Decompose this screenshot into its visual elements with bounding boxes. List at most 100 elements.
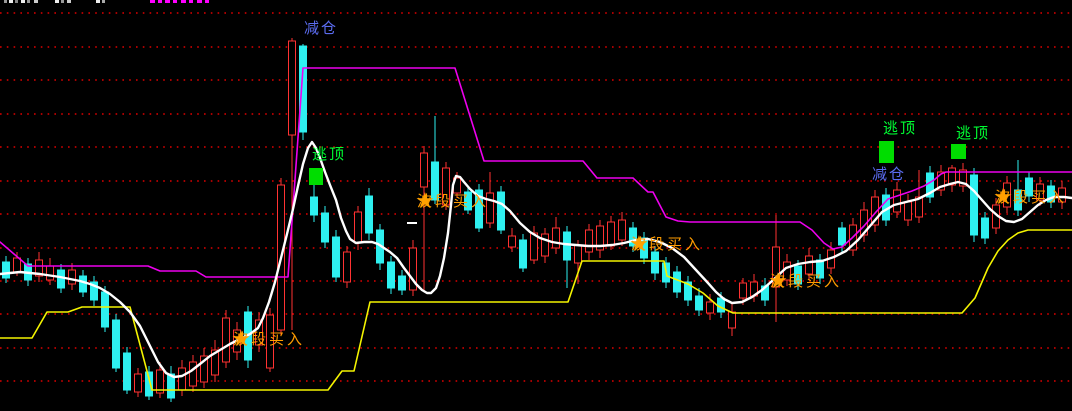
clipped-header-text-fragment — [96, 0, 100, 3]
candle-body — [310, 196, 318, 216]
buy-signal-label: 波段买入 — [770, 273, 842, 290]
clipped-header-text-fragment — [15, 0, 18, 3]
clipped-header-text-fragment — [9, 0, 13, 3]
buy-signal: 波段买入★ — [993, 184, 1067, 209]
candle-body — [981, 217, 989, 239]
candle-up — [1058, 181, 1066, 209]
buy-signal-star-icon: ★ — [231, 326, 251, 351]
candle-body — [904, 201, 912, 221]
candle-body — [717, 297, 725, 313]
candle-body — [288, 40, 296, 136]
top-escape-signal-label: 逃顶 — [956, 125, 990, 142]
candle-body — [2, 261, 10, 279]
candle-body — [398, 275, 406, 291]
candle-body — [123, 352, 131, 391]
clipped-header-text-fragment — [150, 0, 155, 3]
clipped-header-text-fragment — [55, 0, 59, 3]
candle-body — [585, 229, 593, 253]
candle-body — [57, 269, 65, 289]
candle-body — [255, 319, 263, 346]
candle-up — [596, 220, 604, 258]
candle-body — [101, 291, 109, 328]
candle-body — [90, 281, 98, 301]
candle-body — [640, 237, 648, 259]
candle-up — [915, 170, 923, 223]
candle-down — [629, 222, 637, 252]
candle-down — [673, 266, 681, 298]
candle-body — [805, 255, 813, 275]
candle-up — [508, 228, 516, 252]
candle-body — [651, 251, 659, 274]
candle-up — [156, 362, 164, 398]
clipped-header-text-fragment — [189, 0, 193, 3]
candle-down — [1025, 172, 1033, 202]
candle-body — [948, 167, 956, 186]
candle-down — [640, 232, 648, 264]
reduce-position-signal-label: 减仓 — [872, 166, 906, 183]
candle-body — [871, 196, 879, 226]
candle-up — [343, 246, 351, 288]
candle-down — [1047, 180, 1055, 208]
candle-up — [948, 165, 956, 192]
candle-down — [651, 246, 659, 280]
candle-body — [200, 355, 208, 383]
candle-body — [629, 227, 637, 247]
candle-down — [299, 44, 307, 140]
candle-body — [145, 371, 153, 397]
top-escape-signal: 逃顶 — [951, 125, 990, 159]
candle-up — [1036, 177, 1044, 206]
candle-body — [1036, 183, 1044, 201]
reduce-position-signal-label: 减仓 — [304, 20, 338, 37]
candle-down — [167, 366, 175, 402]
top-escape-signal-square-icon — [951, 144, 966, 159]
candle-body — [1047, 185, 1055, 203]
top-escape-signal-label: 逃顶 — [883, 120, 917, 137]
candle-body — [497, 191, 505, 231]
buy-signal-label: 波段买入 — [417, 193, 489, 210]
top-escape-signal-label: 逃顶 — [312, 146, 346, 163]
candle-body — [354, 211, 362, 244]
candle-down — [1014, 160, 1022, 216]
candle-body — [46, 265, 54, 281]
candle-body — [178, 367, 186, 391]
candle-up — [1003, 176, 1011, 213]
candle-up — [937, 165, 945, 196]
candle-down — [145, 366, 153, 400]
candle-body — [519, 239, 527, 269]
candle-body — [607, 221, 615, 247]
candle-down — [365, 188, 373, 240]
candle-body — [409, 247, 417, 291]
candle-body — [1025, 177, 1033, 197]
candle-body — [134, 373, 142, 393]
candle-body — [387, 261, 395, 289]
candle-up — [211, 340, 219, 382]
clipped-header-text-fragment — [173, 0, 177, 3]
candle-body — [684, 281, 692, 301]
candle-up — [222, 310, 230, 368]
candle-body — [35, 259, 43, 277]
candle-body — [79, 275, 87, 293]
candle-up — [288, 38, 296, 330]
candle-body — [541, 233, 549, 257]
candle-down — [519, 234, 527, 272]
candle-down — [497, 186, 505, 234]
clipped-header-text-fragment — [181, 0, 186, 3]
candle-up — [68, 263, 76, 290]
buy-signal-label: 波段买入 — [631, 236, 703, 253]
buy-signal-star-icon: ★ — [993, 184, 1013, 209]
candle-body — [915, 196, 923, 218]
candle-up — [871, 190, 879, 232]
clipped-header-strip — [4, 0, 209, 3]
candle-down — [981, 212, 989, 244]
candle-body — [431, 161, 439, 201]
buy-signal-label: 波段买入 — [995, 189, 1067, 206]
candle-body — [1003, 182, 1011, 208]
candle-up — [255, 312, 263, 352]
clipped-header-text-fragment — [205, 0, 209, 3]
candle-body — [739, 282, 747, 299]
candle-body — [442, 167, 450, 206]
clipped-header-text-fragment — [4, 0, 7, 3]
candle-body — [695, 295, 703, 311]
